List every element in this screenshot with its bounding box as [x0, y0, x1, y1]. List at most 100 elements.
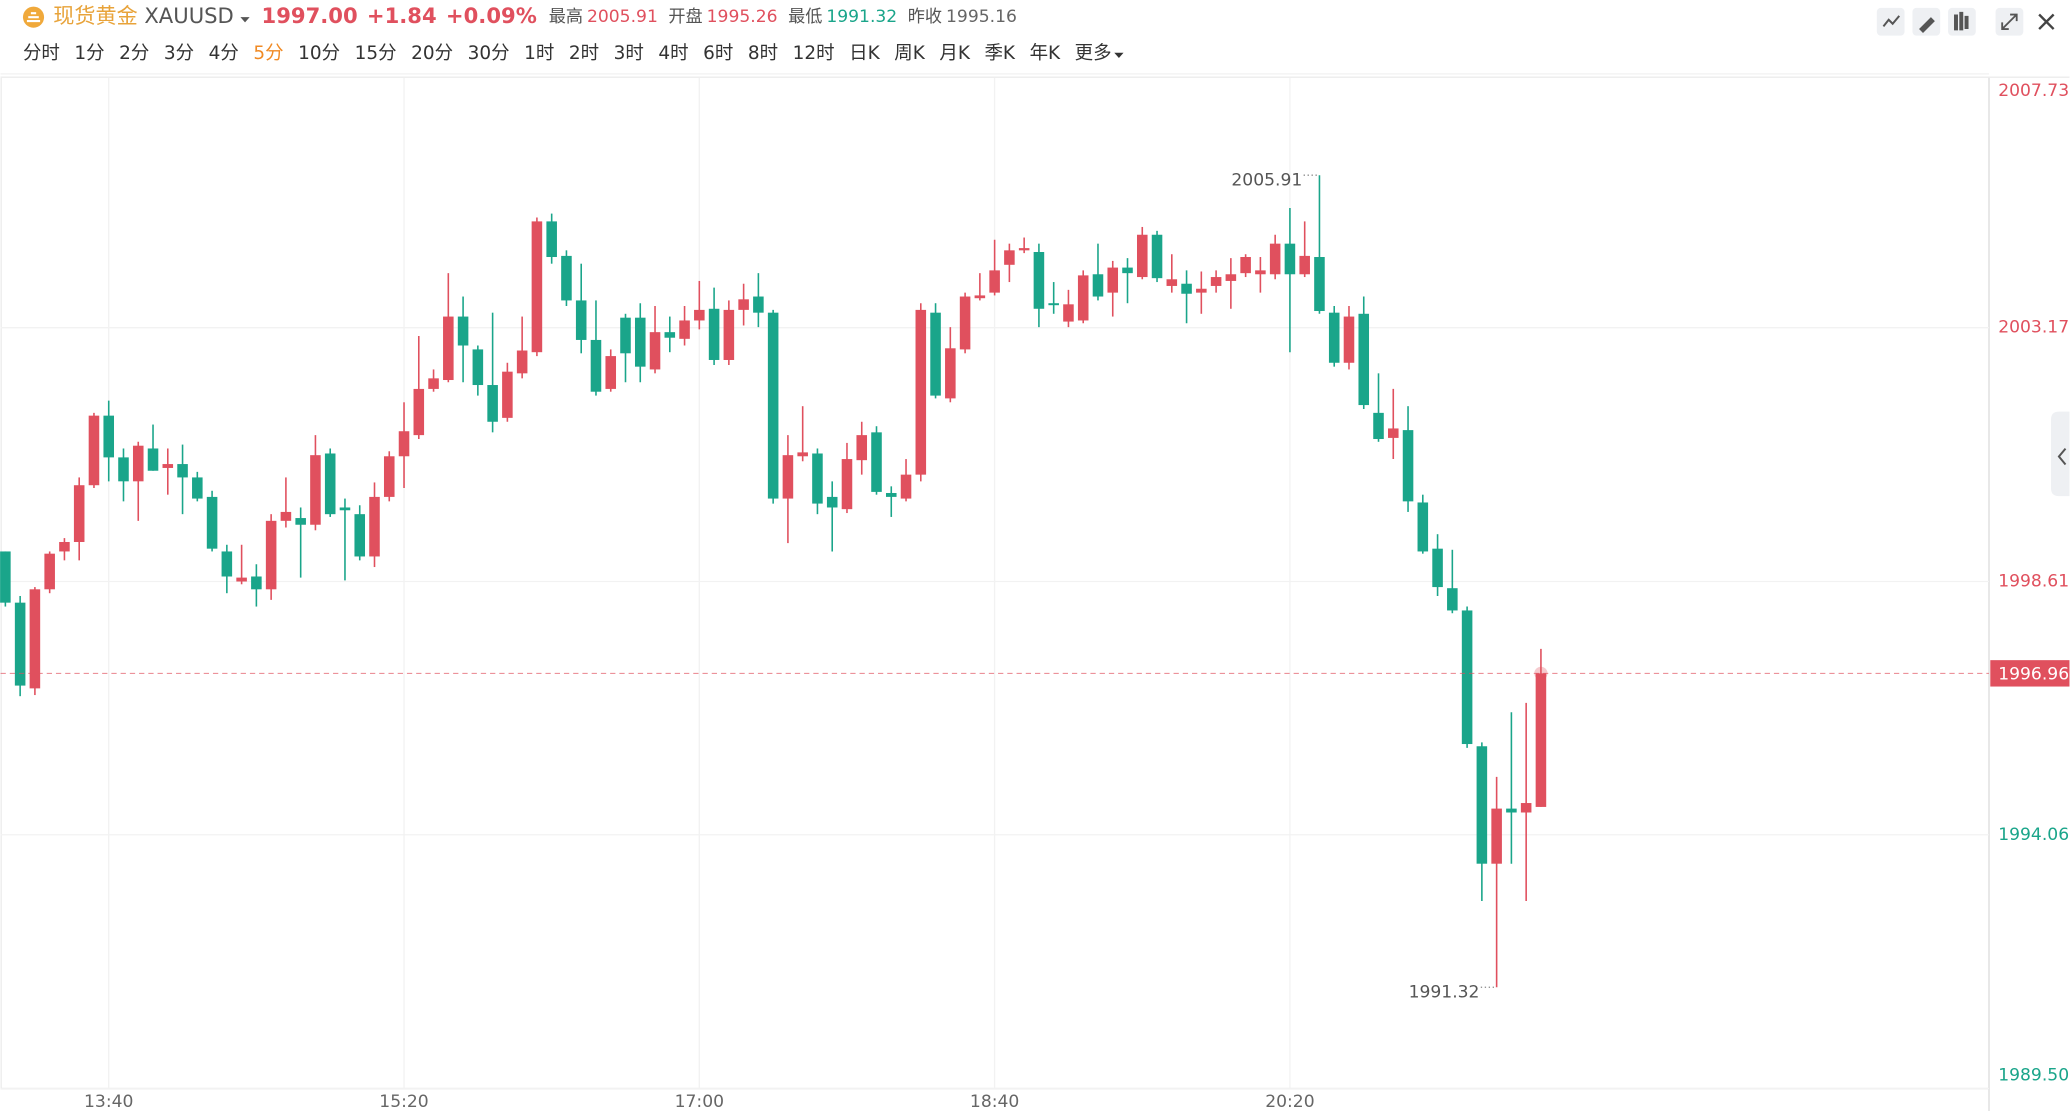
timeframe-tab[interactable]: 20分: [411, 43, 453, 64]
candle-body: [767, 312, 779, 499]
candle-body: [265, 520, 277, 590]
timeframe-tab[interactable]: 周K: [894, 43, 925, 64]
candle-body: [147, 448, 159, 471]
candle-body: [1314, 257, 1325, 312]
candle-body: [826, 496, 838, 508]
candle-body: [679, 320, 690, 339]
timeframe-tab[interactable]: 8时: [748, 43, 778, 64]
y-tick-label: 2003.17: [1998, 318, 2069, 338]
timeframe-tab[interactable]: 6时: [703, 43, 733, 64]
candle-body: [428, 378, 439, 389]
candle-body: [1328, 312, 1340, 363]
candle-body: [1387, 428, 1399, 438]
candle-body: [708, 308, 720, 360]
candle-body: [103, 415, 115, 458]
candle-body: [472, 349, 484, 386]
last-price-box: [1990, 660, 2070, 687]
candle-body: [339, 507, 351, 511]
last-price-label: 1996.96: [1998, 665, 2069, 685]
candle-body: [516, 350, 528, 374]
pen-glyph: [1919, 17, 1935, 33]
candle-body: [369, 496, 380, 557]
timeframe-tab[interactable]: 3分: [164, 43, 194, 64]
candle-body: [310, 455, 321, 525]
candle-body: [856, 435, 868, 461]
instrument-name: 现货黄金: [53, 3, 137, 28]
candle-body: [295, 518, 306, 525]
y-tick-label: 2007.73: [1998, 81, 2069, 101]
candle-body: [1373, 412, 1384, 440]
candle-body: [1077, 275, 1089, 321]
timeframe-tab[interactable]: 更多: [1075, 43, 1112, 64]
stat-label: 开盘: [668, 7, 702, 27]
candle-body: [694, 309, 705, 321]
candle-body: [1491, 808, 1502, 864]
timeframe-tab[interactable]: 2分: [119, 43, 149, 64]
candle-body: [664, 332, 676, 338]
candle-body: [192, 477, 203, 499]
close-icon[interactable]: [2038, 13, 2055, 30]
timeframe-tab[interactable]: 4分: [209, 43, 239, 64]
timeframe-tab[interactable]: 3时: [614, 43, 644, 64]
candle-body: [738, 299, 749, 310]
timeframe-tab[interactable]: 日K: [849, 43, 880, 64]
timeframe-tab[interactable]: 1分: [74, 43, 104, 64]
timeframe-tab[interactable]: 15分: [355, 43, 397, 64]
timeframe-tab[interactable]: 12时: [793, 43, 835, 64]
candle-body: [1299, 255, 1310, 275]
candle-body: [206, 496, 218, 549]
timeframe-tab[interactable]: 4时: [658, 43, 688, 64]
timeframe-tab[interactable]: 分时: [23, 43, 60, 64]
timeframe-tab[interactable]: 季K: [984, 43, 1015, 64]
symbol[interactable]: XAUUSD: [144, 3, 233, 28]
candle-body: [1269, 243, 1281, 275]
candle-body: [354, 514, 366, 557]
candle-body: [885, 493, 897, 497]
candle-body: [634, 317, 646, 367]
timeframe-tab[interactable]: 2时: [569, 43, 599, 64]
candle-body: [280, 511, 292, 521]
last-price-glow: [1534, 666, 1548, 680]
gold-icon-glyph: [26, 12, 41, 23]
candle-body: [398, 431, 410, 457]
candle-body: [900, 474, 912, 499]
timeframe-tab[interactable]: 月K: [939, 43, 970, 64]
chevron: [2057, 447, 2067, 466]
candle-body: [1210, 277, 1222, 286]
more-caret: [1114, 52, 1124, 59]
candle-body: [1506, 808, 1517, 813]
quote-price: 1997.00: [262, 3, 358, 28]
candle-body: [915, 309, 927, 475]
x-tick-label: 17:00: [675, 1092, 724, 1111]
candle-body: [959, 296, 971, 350]
candle-body: [797, 452, 808, 457]
candle-body: [620, 317, 631, 354]
candle-body: [605, 356, 617, 389]
candle-body: [1018, 248, 1030, 251]
candle-body: [649, 332, 661, 370]
timeframe-tab[interactable]: 5分: [253, 43, 283, 64]
candle-body: [1476, 746, 1488, 864]
candle-body: [753, 296, 764, 313]
timeframe-tab[interactable]: 30分: [468, 43, 510, 64]
candle-body: [1166, 279, 1178, 286]
candle-body: [1107, 267, 1119, 293]
candle-body: [457, 316, 469, 346]
candle-body: [383, 456, 395, 497]
timeframe-tab[interactable]: 10分: [298, 43, 340, 64]
candle-body: [443, 316, 454, 381]
candle-body: [1461, 610, 1473, 745]
side-tab[interactable]: [2050, 411, 2070, 497]
candle-body: [1417, 502, 1429, 552]
annotation-label: 1991.32: [1409, 983, 1480, 1003]
candle-body: [723, 309, 735, 360]
y-tick-label: 1989.50: [1998, 1065, 2069, 1085]
stat-value: 2005.91: [587, 7, 658, 27]
timeframe-tab[interactable]: 1时: [524, 43, 554, 64]
candle-body: [1151, 234, 1163, 279]
x-tick-label: 20:20: [1265, 1092, 1314, 1111]
candle-body: [945, 348, 956, 399]
expand-glyph: [2001, 13, 2018, 30]
timeframe-tab[interactable]: 年K: [1030, 43, 1061, 64]
